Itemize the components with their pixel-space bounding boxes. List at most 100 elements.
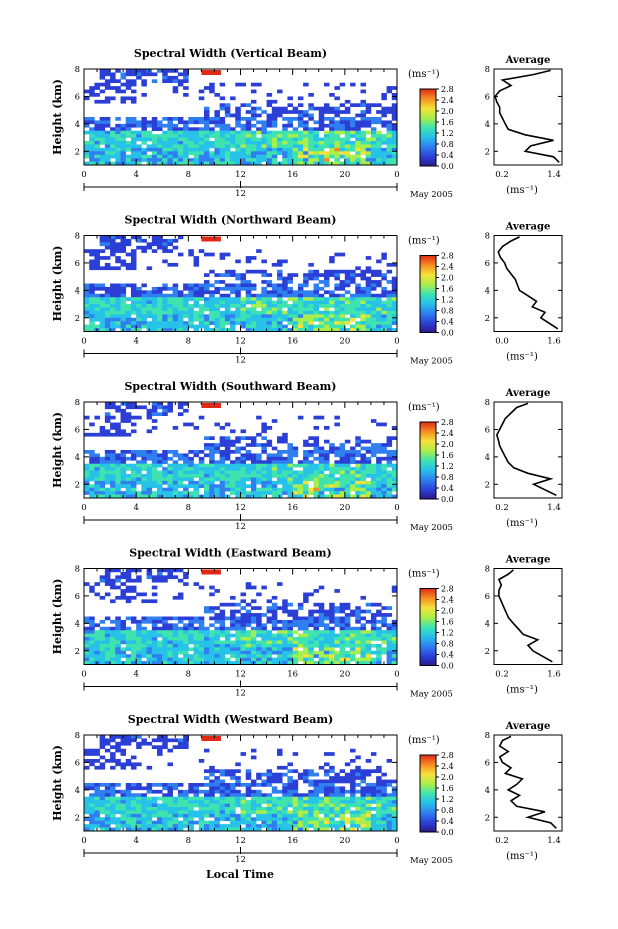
heatmap-cell <box>261 144 267 149</box>
heatmap-cell <box>261 307 267 312</box>
heatmap-cell <box>313 589 320 593</box>
heatmap-cell <box>136 592 142 597</box>
heatmap-cell <box>146 480 153 485</box>
heatmap-cell <box>277 779 283 784</box>
heatmap-cell <box>219 151 226 156</box>
heatmap-cell <box>188 623 194 628</box>
heatmap-cell <box>329 793 335 798</box>
heatmap-cell <box>318 161 325 166</box>
heatmap-cell <box>339 609 346 614</box>
heatmap-cell <box>151 304 158 308</box>
heatmap-cell <box>141 317 147 322</box>
heatmap-cell <box>308 623 314 628</box>
heatmap-cell <box>370 269 377 274</box>
heatmap-cell <box>162 137 168 142</box>
heatmap-cell <box>266 606 273 610</box>
heatmap-cell <box>245 769 252 774</box>
heatmap-cell <box>355 297 361 301</box>
heatmap-cell <box>157 647 163 652</box>
heatmap-cell <box>308 161 314 166</box>
heatmap-cell <box>318 120 325 125</box>
heatmap-cell <box>235 776 241 780</box>
heatmap-cell <box>318 484 325 489</box>
heatmap-cell <box>141 304 147 308</box>
heatmap-cell <box>318 619 325 624</box>
heatmap-cell <box>297 151 304 156</box>
heatmap-cell <box>183 796 189 801</box>
heatmap-cell <box>297 328 304 332</box>
heatmap-cell <box>235 654 241 658</box>
heatmap-cell <box>266 616 273 621</box>
heatmap-cell <box>240 637 247 641</box>
heatmap-cell <box>136 575 142 580</box>
heatmap-cell <box>89 460 95 465</box>
heatmap-cell <box>240 800 247 804</box>
heatmap-cell <box>282 123 288 128</box>
heatmap-cell <box>94 759 100 763</box>
heatmap-cell <box>120 592 127 597</box>
heatmap-cell <box>256 616 262 621</box>
heatmap-cell <box>391 262 398 267</box>
heatmap-cell <box>365 654 372 658</box>
heatmap-cell <box>198 810 205 815</box>
heatmap-cell <box>329 817 335 822</box>
heatmap-cell <box>313 772 320 777</box>
heatmap-cell <box>355 127 361 132</box>
heatmap-cell <box>334 453 340 458</box>
heatmap-cell <box>130 467 137 471</box>
heatmap-cell <box>360 446 366 451</box>
heatmap-cell <box>271 807 278 811</box>
x-tick-label: 0 <box>394 670 399 680</box>
heatmap-cell <box>110 314 116 319</box>
heatmap-cell <box>136 741 142 746</box>
heatmap-cell <box>203 654 210 658</box>
heatmap-cell <box>219 623 226 628</box>
heatmap-cell <box>136 235 142 240</box>
heatmap-cell <box>99 151 106 156</box>
heatmap-cell <box>193 463 200 468</box>
heatmap-cell <box>287 630 293 634</box>
heatmap-cell <box>104 307 111 312</box>
heatmap-cell <box>136 800 142 804</box>
heatmap-cell <box>350 130 356 135</box>
heatmap-cell <box>266 467 273 471</box>
heatmap-cell <box>214 147 220 152</box>
heatmap-cell <box>344 269 351 274</box>
heatmap-cell <box>224 283 231 288</box>
heatmap-cell <box>261 640 267 645</box>
colorbar-tick-label: 2.4 <box>441 96 454 105</box>
heatmap-cell <box>329 616 335 621</box>
heatmap-cell <box>355 158 361 162</box>
heatmap-cell <box>183 643 189 648</box>
heatmap-cell <box>323 796 330 801</box>
heatmap-cell <box>136 803 142 808</box>
heatmap-cell <box>146 72 153 77</box>
heatmap-cell <box>198 783 205 787</box>
heatmap-cell <box>266 796 273 801</box>
heatmap-cell <box>256 491 262 495</box>
heatmap-cell <box>89 450 95 454</box>
heatmap-cell <box>141 79 147 84</box>
heatmap-cell <box>287 134 293 138</box>
heatmap-cell <box>277 269 283 274</box>
heatmap-cell <box>344 317 351 322</box>
heatmap-cell <box>282 599 288 604</box>
heatmap-cell <box>177 633 184 638</box>
heatmap-cell <box>162 460 168 465</box>
heatmap-cell <box>277 262 283 267</box>
profile-x-unit: (ms⁻¹) <box>506 685 538 696</box>
heatmap-cell <box>130 151 137 156</box>
heatmap-cell <box>125 432 132 437</box>
heatmap-cell <box>329 314 335 319</box>
heatmap-cell <box>277 474 283 478</box>
heatmap-cell <box>89 616 95 621</box>
heatmap-cell <box>365 269 372 274</box>
heatmap-cell <box>125 317 132 322</box>
y-tick-label: 2 <box>75 314 80 324</box>
heatmap-cell <box>193 293 200 298</box>
heatmap-cell <box>323 813 330 818</box>
heatmap-cell <box>157 290 163 295</box>
heatmap-cell <box>339 602 346 607</box>
heatmap-cell <box>224 252 231 257</box>
heatmap-cell <box>245 453 252 458</box>
